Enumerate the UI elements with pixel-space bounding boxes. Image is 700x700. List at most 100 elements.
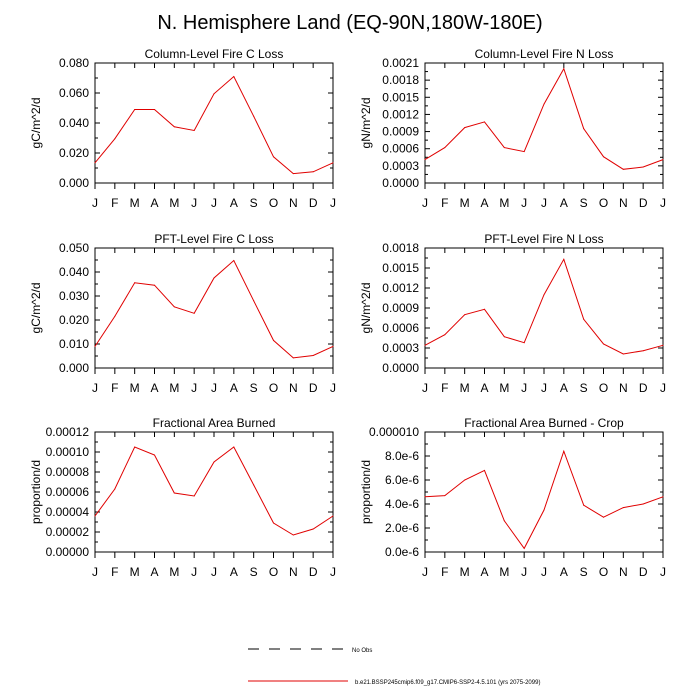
y-tick-label: 0.0003 xyxy=(382,159,419,173)
plot-frame xyxy=(424,62,664,184)
data-point xyxy=(583,318,585,320)
x-tick-label: J xyxy=(92,381,98,395)
data-point xyxy=(213,461,215,463)
x-tick-label: N xyxy=(619,196,628,210)
y-axis-label: gC/m^2/d xyxy=(29,283,43,334)
x-tick-label: M xyxy=(499,565,509,579)
chart-title: Column-Level Fire C Loss xyxy=(145,47,284,61)
x-tick-label: D xyxy=(309,381,318,395)
y-tick-label: 0.060 xyxy=(59,86,89,100)
data-point xyxy=(484,469,485,471)
data-point xyxy=(193,312,195,314)
x-tick-label: A xyxy=(230,196,238,210)
x-tick-label: A xyxy=(230,565,238,579)
x-tick-label: M xyxy=(130,196,140,210)
y-tick-label: 0.00000 xyxy=(46,545,90,559)
x-tick-label: A xyxy=(560,196,568,210)
y-tick-label: 0.0000 xyxy=(382,361,419,375)
chart-title: Column-Level Fire N Loss xyxy=(475,47,614,61)
y-tick-label: 0.020 xyxy=(59,313,89,327)
page-title: N. Hemisphere Land (EQ-90N,180W-180E) xyxy=(157,12,543,34)
data-point xyxy=(253,300,255,302)
data-point xyxy=(134,109,136,110)
x-tick-label: J xyxy=(541,381,547,395)
x-tick-label: S xyxy=(250,381,258,395)
data-point xyxy=(94,515,96,517)
data-point xyxy=(134,446,136,448)
data-point xyxy=(603,156,604,158)
plot-frame xyxy=(424,431,664,553)
x-tick-label: D xyxy=(639,381,648,395)
data-point xyxy=(173,126,175,128)
data-point xyxy=(213,277,215,279)
x-tick-label: M xyxy=(169,196,179,210)
chart-panel-3: PFT-Level Fire C Loss gC/m^2/d 0.000 0.010 0… xyxy=(29,232,336,395)
data-point xyxy=(563,68,565,70)
x-tick-label: F xyxy=(441,381,448,395)
x-tick-label: M xyxy=(499,381,509,395)
data-point xyxy=(622,353,624,355)
y-tick-label: 0.010 xyxy=(59,337,89,351)
y-tick-label: 0.0015 xyxy=(382,261,419,275)
x-tick-label: A xyxy=(150,381,158,395)
x-tick-label: A xyxy=(150,565,158,579)
x-tick-label: S xyxy=(250,565,258,579)
data-point xyxy=(603,516,604,518)
data-point xyxy=(273,522,274,524)
x-tick-label: J xyxy=(211,381,217,395)
x-tick-label: O xyxy=(269,381,278,395)
y-tick-label: 0.0006 xyxy=(382,142,419,156)
x-tick-label: J xyxy=(660,565,666,579)
x-tick-label: A xyxy=(230,381,238,395)
x-tick-label: D xyxy=(309,196,318,210)
data-point xyxy=(523,547,525,549)
data-point xyxy=(312,528,314,530)
data-point xyxy=(292,534,294,536)
chart-panel-5: Fractional Area Burnedproportion/d0.0000… xyxy=(29,416,336,579)
x-tick-label: M xyxy=(130,565,140,579)
data-point xyxy=(543,294,545,296)
y-tick-label: 0.020 xyxy=(59,146,89,160)
data-point xyxy=(94,162,96,164)
x-tick-label: D xyxy=(639,565,648,579)
x-tick-label: S xyxy=(250,196,258,210)
data-point xyxy=(332,345,334,347)
series-line xyxy=(424,67,664,170)
data-point xyxy=(134,282,136,284)
data-point xyxy=(642,350,644,352)
data-point xyxy=(193,495,195,497)
y-tick-label: 0.0021 xyxy=(382,56,419,70)
x-tick-label: A xyxy=(480,381,488,395)
plot-frame xyxy=(94,247,334,369)
y-tick-label: 0.00012 xyxy=(46,425,90,439)
data-point xyxy=(154,109,155,110)
data-point xyxy=(503,147,505,149)
data-point xyxy=(464,127,466,129)
y-tick-label: 0.00008 xyxy=(46,465,90,479)
data-point xyxy=(642,166,644,168)
x-tick-label: A xyxy=(480,196,488,210)
y-tick-label: 0.0012 xyxy=(382,281,419,295)
y-axis-label: gN/m^2/d xyxy=(359,283,373,334)
y-tick-label: 0.0000 xyxy=(382,176,419,190)
data-point xyxy=(603,343,604,345)
data-point xyxy=(154,454,155,456)
data-point xyxy=(173,492,175,494)
data-point xyxy=(114,488,116,490)
data-point xyxy=(583,128,585,130)
data-point xyxy=(484,121,485,123)
chart-panel-1: Column-Level Fire C Loss gC/m^2/d 0.000 0.0… xyxy=(29,47,336,210)
series-line xyxy=(94,259,334,359)
data-point xyxy=(563,450,565,452)
y-tick-label: 0.0006 xyxy=(382,321,419,335)
y-tick-label: 0.050 xyxy=(59,241,89,255)
data-point xyxy=(583,504,585,506)
x-tick-label: F xyxy=(111,196,118,210)
data-point xyxy=(503,336,505,338)
x-tick-label: M xyxy=(499,196,509,210)
y-tick-label: 0.00010 xyxy=(46,445,90,459)
data-point xyxy=(662,159,664,161)
data-point xyxy=(563,258,565,260)
x-tick-label: J xyxy=(660,196,666,210)
x-tick-label: J xyxy=(422,196,428,210)
